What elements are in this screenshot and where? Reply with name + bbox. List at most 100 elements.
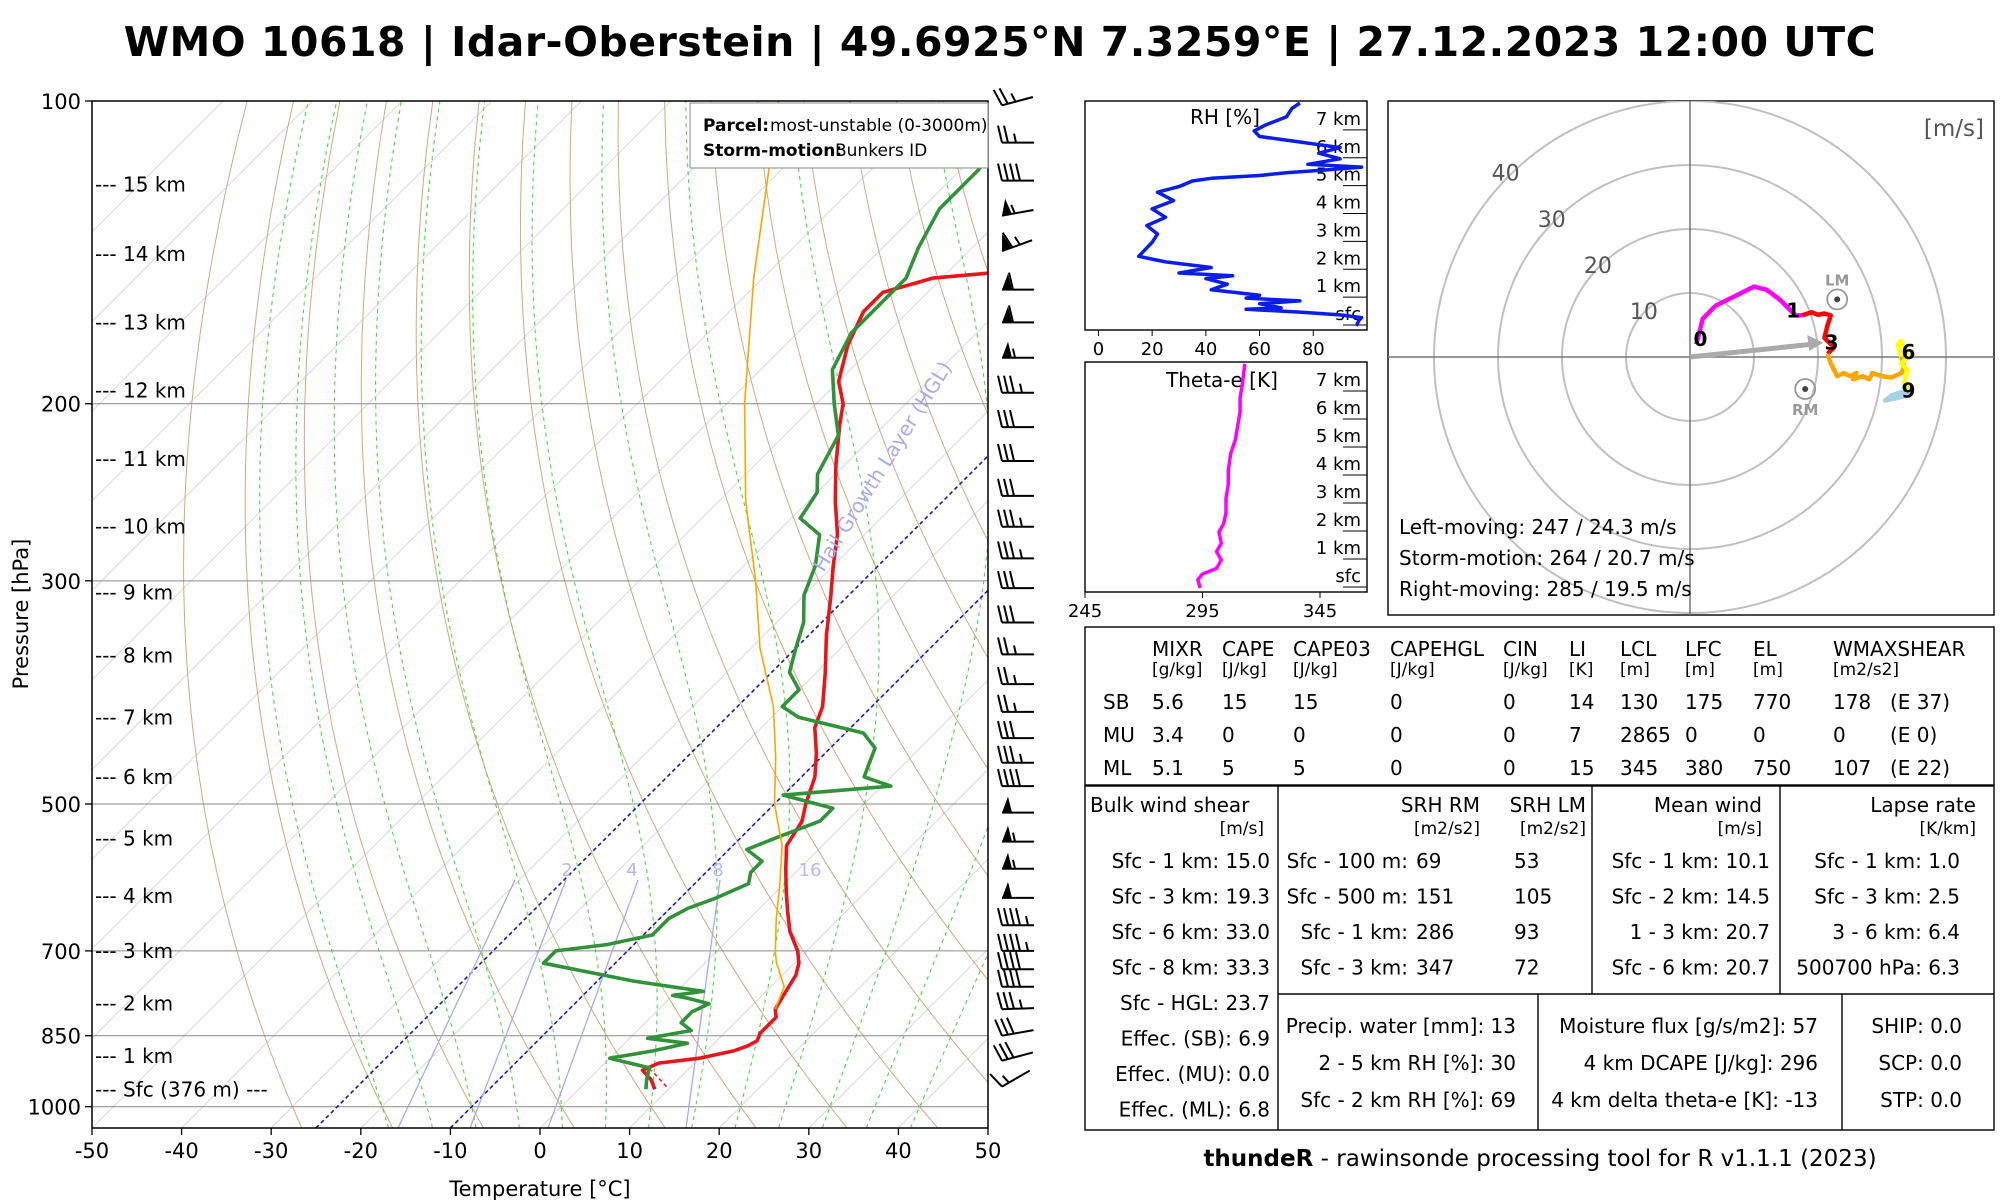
wind-barb-flag (997, 375, 1003, 393)
parcel-table-cell: 107 (1833, 756, 1871, 780)
wind-barb-pennant (1002, 341, 1012, 358)
wind-barb-flag (997, 666, 1003, 685)
parcel-table-cell: 0 (1390, 756, 1403, 780)
parcel-table-cell: 2865 (1620, 723, 1671, 747)
wind-barb-half (1012, 348, 1016, 358)
wind-barb (997, 694, 1034, 713)
wind-barb-half (1019, 517, 1023, 527)
moist-adiabat (375, 101, 520, 1128)
isotherm (92, 101, 582, 592)
wind-barb-pennant (1002, 234, 1012, 252)
isotherm (92, 101, 403, 412)
dry-adiabat (519, 101, 848, 1128)
wind-barb-half (1019, 383, 1023, 393)
page-title: WMO 10618 | Idar-Oberstein | 49.6925°N 7… (123, 18, 1877, 66)
wind-barb-half (1014, 236, 1021, 246)
wind-barb (997, 570, 1034, 590)
wind-barb (1002, 272, 1034, 291)
parcel-table-unit: [J/kg] (1390, 660, 1435, 680)
hodograph-info: Left-moving: 247 / 24.3 m/s (1399, 515, 1677, 539)
panel-height-label: 7 km (1316, 109, 1361, 130)
profile-temperature (640, 271, 988, 1090)
parcel-table-cell: (E 0) (1890, 723, 1937, 747)
x-tick-label: -40 (164, 1139, 198, 1163)
skewt-frame (91, 100, 989, 1129)
panel-height-label: 3 km (1316, 220, 1361, 241)
wind-barb-flag (996, 992, 1003, 1010)
profile-parcel (743, 101, 785, 1010)
dry-adiabat (415, 101, 666, 1128)
parcel-table-header: CAPE03 (1293, 637, 1371, 661)
y-axis-label: Pressure [hPa] (9, 539, 33, 690)
moist-adiabat (777, 101, 880, 1128)
wind-barb (1001, 232, 1033, 253)
isotherm (360, 500, 988, 1128)
wind-barb-flag (998, 1043, 1009, 1060)
wind-barb (997, 163, 1034, 182)
parcel-table-unit: [m] (1620, 660, 1650, 680)
isotherm (92, 101, 761, 771)
panel-height-label: 5 km (1316, 426, 1361, 447)
dry-adiabat (360, 101, 575, 1128)
composite-row: SHIP: 0.0 (1871, 1014, 1962, 1038)
parcel-table-header: CAPE (1222, 637, 1274, 661)
isotherm (92, 231, 988, 1128)
wind-barb-pennant (1002, 825, 1012, 842)
moist-adiabat (685, 101, 791, 1128)
wind-barb (997, 933, 1034, 952)
panel-title: RH [%] (1190, 105, 1260, 129)
x-tick-label: -50 (75, 1139, 109, 1163)
wind-barb (1002, 796, 1034, 814)
mean-wind-row: 1 - 3 km: 20.7 (1630, 920, 1770, 944)
srh-row-rm: 69 (1416, 849, 1441, 873)
wind-barb-pennant (1002, 881, 1012, 898)
wind-barb (997, 666, 1034, 686)
parcel-table-cell: 0 (1390, 690, 1403, 714)
panel-height-label: 6 km (1316, 398, 1361, 419)
srh-rm-unit: [m2/s2] (1414, 819, 1480, 839)
isotherm (92, 141, 988, 1040)
moist-adiabat (295, 101, 434, 1128)
parcel-table-unit: [m2/s2] (1833, 660, 1899, 680)
wind-barb (997, 509, 1034, 528)
height-label: --- 7 km (95, 705, 173, 729)
wind-barb-flag (1009, 541, 1015, 559)
dry-adiabat (244, 101, 394, 1128)
wind-barb-flag (1003, 745, 1009, 764)
wind-barb-flag (997, 720, 1003, 739)
storm-motion-arrowhead (1807, 334, 1824, 351)
y-tick-label: 500 (41, 793, 81, 817)
lapse-rate-unit: [K/km] (1919, 819, 1976, 839)
lapse-rate-title: Lapse rate (1870, 793, 1976, 817)
panel-x-tick-label: 80 (1302, 339, 1325, 360)
wind-barb-flag (1003, 478, 1009, 497)
wind-barb (1002, 305, 1034, 324)
x-tick-label: 0 (533, 1139, 546, 1163)
mixing-ratio-label: 8 (712, 860, 723, 881)
wind-barb-flag (1003, 768, 1009, 787)
wind-barb-half (1025, 941, 1029, 952)
y-tick-label: 100 (41, 90, 81, 114)
x-tick-label: 50 (975, 1139, 1002, 1163)
parcel-table-cell: 3.4 (1152, 723, 1184, 747)
y-tick-label: 1000 (28, 1096, 81, 1120)
height-label: --- 15 km (95, 172, 186, 196)
hodograph-segment (1801, 309, 1837, 356)
mean-wind-row: Sfc - 6 km: 20.7 (1612, 956, 1770, 980)
dry-adiabat (849, 101, 988, 542)
isotherm (629, 768, 988, 1128)
wind-barb-pennant (1002, 796, 1012, 813)
mean-wind-row: Sfc - 1 km: 10.1 (1612, 849, 1770, 873)
dry-adiabat (756, 101, 988, 770)
srh-row-label: Sfc - 100 m: (1287, 849, 1408, 873)
lapse-rate-row: 500700 hPa: 6.3 (1796, 956, 1960, 980)
bulk-shear-title: Bulk wind shear (1090, 793, 1250, 817)
height-label: --- 5 km (95, 826, 173, 850)
wind-barb-flag (1009, 951, 1015, 970)
wind-barb-pennant (1002, 306, 1012, 323)
parcel-table-unit: [g/kg] (1152, 660, 1202, 680)
moisture-row: Sfc - 2 km RH [%]: 69 (1300, 1088, 1516, 1112)
panel-x-tick-label: 60 (1248, 339, 1271, 360)
hodograph-info: Storm-motion: 264 / 20.7 m/s (1399, 546, 1695, 570)
hodograph-plot-area: 10 20 30 40 0 1 3 6 9 LM RM (1388, 101, 1994, 615)
